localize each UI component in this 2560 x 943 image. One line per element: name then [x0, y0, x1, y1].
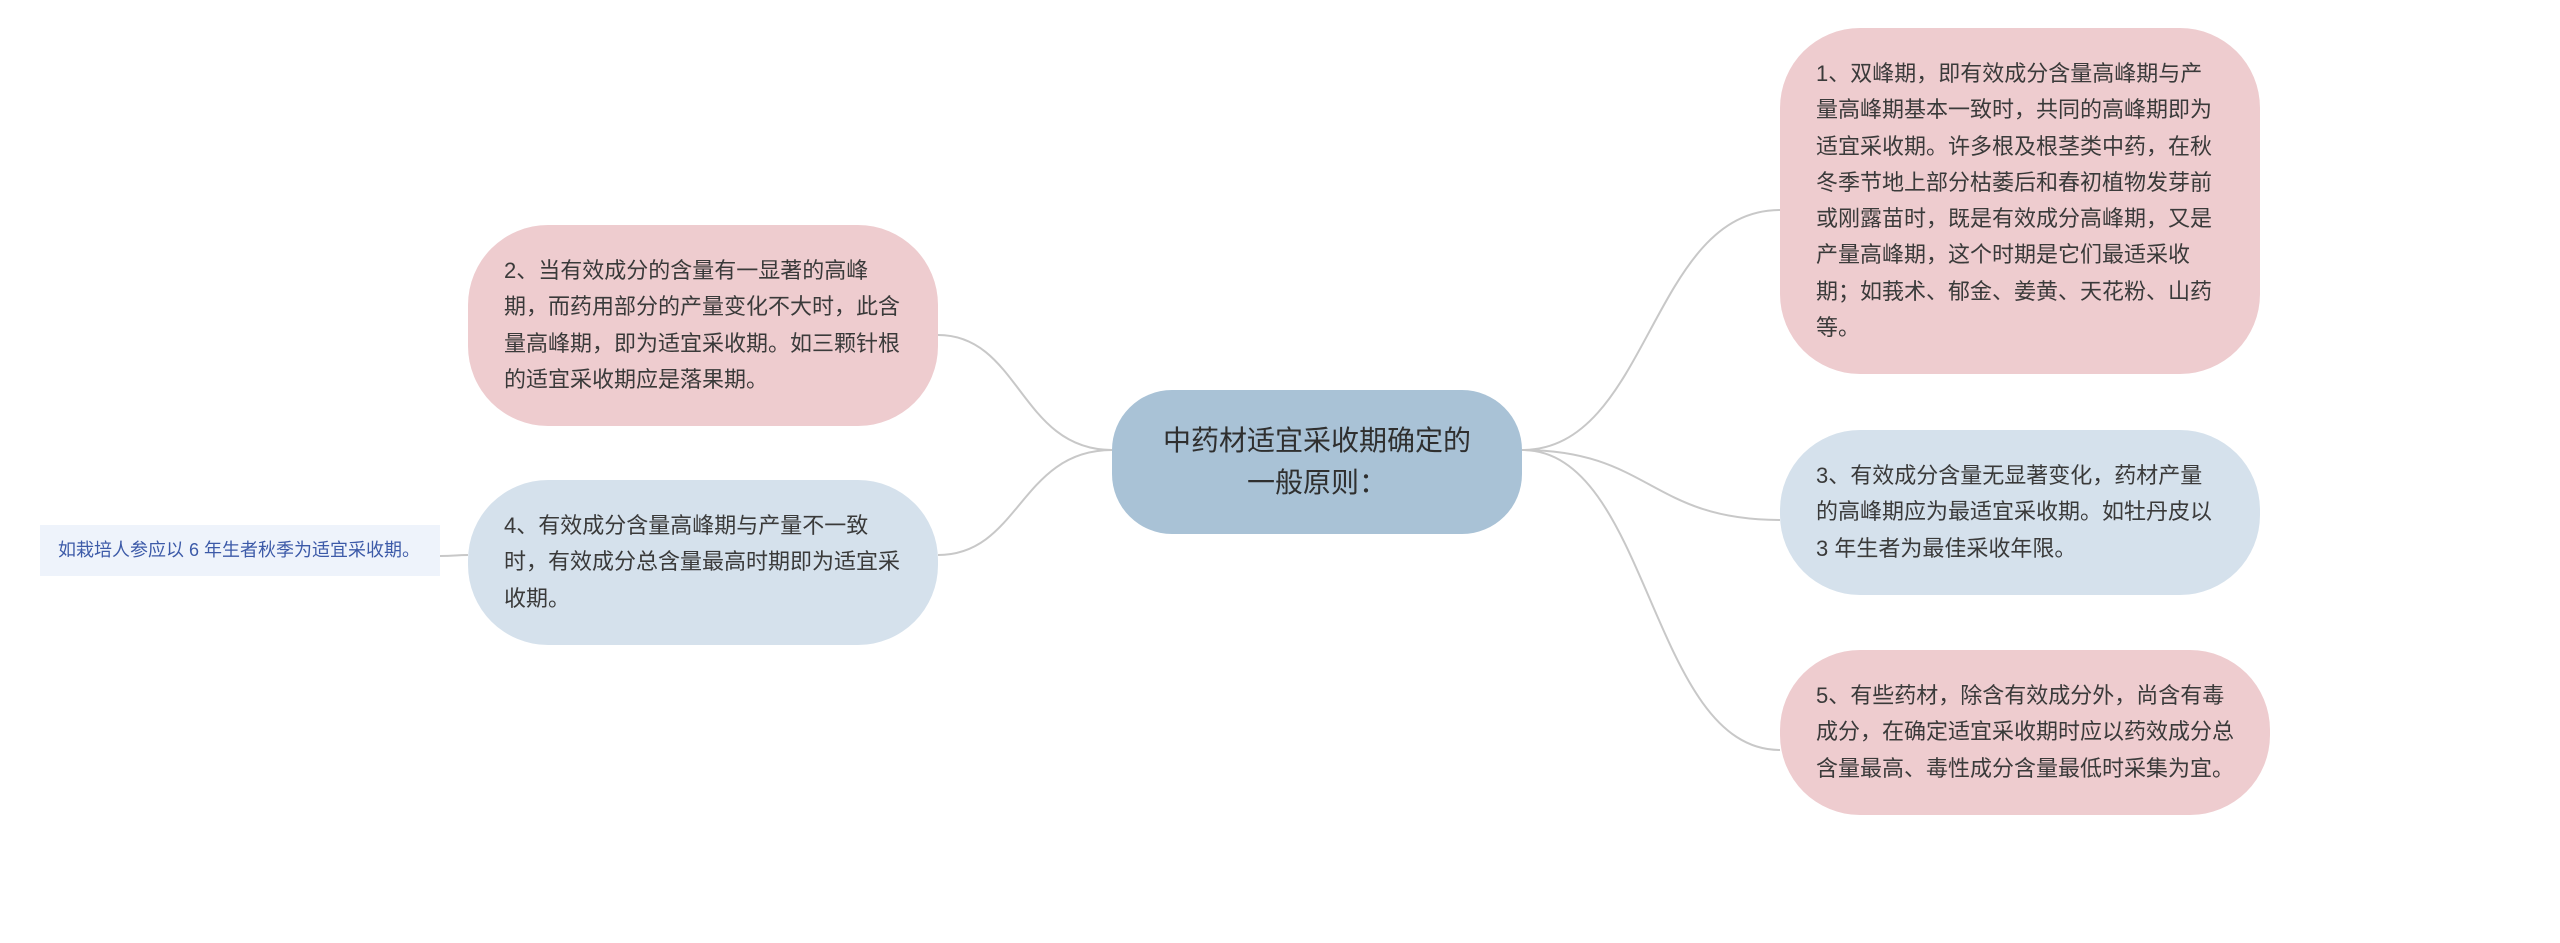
mindmap-node-2: 2、当有效成分的含量有一显著的高峰期，而药用部分的产量变化不大时，此含量高峰期，…: [468, 225, 938, 426]
node-1-text: 1、双峰期，即有效成分含量高峰期与产量高峰期基本一致时，共同的高峰期即为适宜采收…: [1816, 61, 2212, 340]
node-5-text: 5、有些药材，除含有效成分外，尚含有毒成分，在确定适宜采收期时应以药效成分总含量…: [1816, 683, 2234, 781]
node-3-text: 3、有效成分含量无显著变化，药材产量的高峰期应为最适宜采收期。如牡丹皮以 3 年…: [1816, 463, 2212, 561]
mindmap-node-3: 3、有效成分含量无显著变化，药材产量的高峰期应为最适宜采收期。如牡丹皮以 3 年…: [1780, 430, 2260, 595]
note-4-text: 如栽培人参应以 6 年生者秋季为适宜采收期。: [58, 540, 420, 560]
mindmap-center: 中药材适宜采收期确定的一般原则：: [1112, 390, 1522, 534]
node-4-text: 4、有效成分含量高峰期与产量不一致时，有效成分总含量最高时期即为适宜采收期。: [504, 513, 900, 611]
mindmap-node-1: 1、双峰期，即有效成分含量高峰期与产量高峰期基本一致时，共同的高峰期即为适宜采收…: [1780, 28, 2260, 374]
node-2-text: 2、当有效成分的含量有一显著的高峰期，而药用部分的产量变化不大时，此含量高峰期，…: [504, 258, 900, 392]
mindmap-node-5: 5、有些药材，除含有效成分外，尚含有毒成分，在确定适宜采收期时应以药效成分总含量…: [1780, 650, 2270, 815]
mindmap-node-4: 4、有效成分含量高峰期与产量不一致时，有效成分总含量最高时期即为适宜采收期。: [468, 480, 938, 645]
mindmap-note-4: 如栽培人参应以 6 年生者秋季为适宜采收期。: [40, 525, 440, 576]
center-text: 中药材适宜采收期确定的一般原则：: [1163, 425, 1471, 498]
